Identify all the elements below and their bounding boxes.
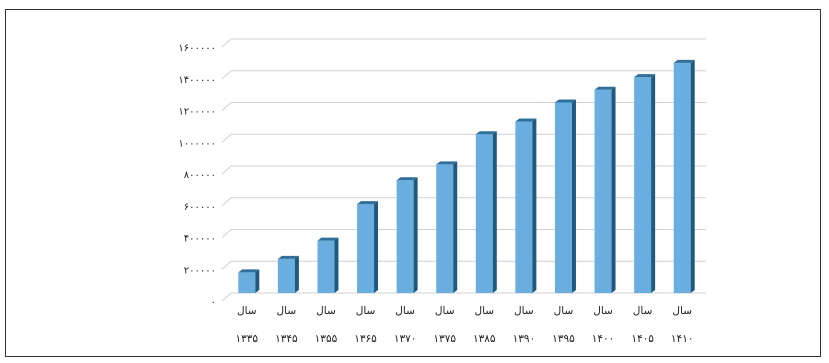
x-tick-label: سال: [435, 305, 455, 317]
x-tick-label: سال: [474, 305, 494, 317]
y-tick-label: ۶۰۰۰۰۰: [184, 202, 216, 213]
bar-side: [294, 255, 299, 293]
bar-side: [334, 237, 339, 293]
bar-side: [651, 74, 656, 293]
bar-chart: ۰ ۲۰۰۰۰۰ ۴۰۰۰۰۰ ۶۰۰۰۰۰ ۸۰۰۰۰۰ ۱۰۰۰۰۰۰ ۱۲۰۰۰۰۰ ۱…: [178, 38, 706, 345]
x-tick-label: سال: [237, 305, 257, 317]
bar-top: [594, 86, 616, 90]
y-tick-label: ۱۶۰۰۰۰۰: [178, 43, 216, 54]
bar: [554, 102, 572, 293]
x-tick-label: ۱۳۴۵: [275, 333, 298, 345]
y-tick-label: ۱۲۰۰۰۰۰: [178, 107, 216, 118]
x-tick-label: سال: [395, 305, 415, 317]
x-tick-label: ۱۳۷۰: [394, 333, 417, 345]
x-tick-label: سال: [316, 305, 336, 317]
bar: [634, 77, 652, 293]
x-tick-label: سال: [277, 305, 297, 317]
x-tick-label: سال: [672, 305, 692, 317]
bar-side: [413, 177, 418, 293]
bar: [396, 180, 414, 293]
bar: [436, 164, 454, 293]
y-tick-label: ۴۰۰۰۰۰: [184, 234, 216, 245]
bar-top: [277, 255, 299, 259]
x-tick-label: سال: [356, 305, 376, 317]
bar-side: [453, 161, 458, 293]
bar-side: [374, 201, 379, 293]
x-tick-label: ۱۳۷۵: [433, 333, 456, 345]
bar-top: [475, 131, 497, 135]
y-tick-label: ۲۰۰۰۰۰: [184, 265, 216, 276]
x-tick-label: ۱۳۹۰: [513, 333, 536, 345]
bar: [594, 89, 612, 293]
bar-top: [515, 118, 537, 122]
bar-top: [238, 269, 260, 273]
chart-frame: ۰ ۲۰۰۰۰۰ ۴۰۰۰۰۰ ۶۰۰۰۰۰ ۸۰۰۰۰۰ ۱۰۰۰۰۰۰ ۱۲۰۰۰۰۰ ۱…: [5, 9, 821, 357]
bar-top: [554, 99, 576, 103]
bar: [673, 62, 691, 293]
y-tick-label: ۰: [211, 297, 216, 308]
x-tick-label: ۱۴۰۵: [631, 333, 654, 345]
x-tick-label: ۱۳۳۵: [236, 333, 259, 345]
gridline-wall: [221, 133, 232, 143]
bar-side: [611, 86, 616, 293]
bar-top: [634, 74, 656, 78]
x-tick-label: سال: [554, 305, 574, 317]
gridline-wall: [221, 292, 232, 302]
y-tick-label: ۸۰۰۰۰۰: [184, 170, 216, 181]
bar-top: [357, 201, 379, 205]
gridline-wall: [221, 197, 232, 207]
gridline-wall: [221, 70, 232, 80]
x-tick-label: ۱۴۱۰: [671, 333, 694, 345]
bar-side: [255, 269, 260, 293]
x-tick-label: سال: [633, 305, 653, 317]
x-tick-label: ۱۳۸۵: [473, 333, 496, 345]
gridline-wall: [221, 165, 232, 175]
x-tick-label: ۱۳۵۵: [315, 333, 338, 345]
bar-top: [673, 59, 695, 63]
bar-side: [532, 118, 537, 293]
bar: [277, 258, 295, 293]
x-tick-label: ۱۳۶۵: [354, 333, 377, 345]
bar: [475, 134, 493, 293]
x-tick-label: ۱۴۰۰: [592, 333, 615, 345]
bar: [238, 272, 256, 293]
bar-top: [436, 161, 458, 165]
x-tick-label: سال: [593, 305, 613, 317]
bar: [317, 240, 335, 293]
y-tick-label: ۱۰۰۰۰۰۰: [178, 138, 216, 149]
bar-side: [492, 131, 497, 293]
bar: [515, 121, 533, 293]
bar-top: [396, 177, 418, 181]
x-tick-label: ۱۳۹۵: [552, 333, 575, 345]
gridline-wall: [221, 38, 232, 48]
y-tick-label: ۱۴۰۰۰۰۰: [178, 75, 216, 86]
bar-top: [317, 237, 339, 241]
bar-side: [571, 99, 576, 293]
bar-side: [690, 59, 695, 293]
bar: [357, 204, 375, 293]
gridline-wall: [221, 229, 232, 238]
gridline-wall: [221, 102, 232, 111]
gridline-wall: [221, 260, 232, 270]
x-tick-label: سال: [514, 305, 534, 317]
